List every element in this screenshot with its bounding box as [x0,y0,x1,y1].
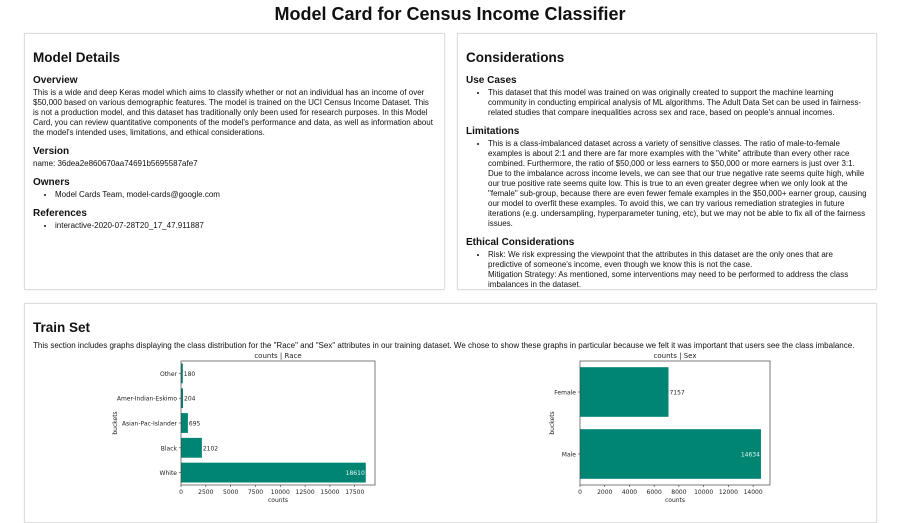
model-details-heading: Model Details [33,50,121,65]
version-heading: Version [33,146,70,157]
list-item: Model Cards Team, model-cards@google.com [55,190,436,200]
considerations-card: Considerations Use Cases This dataset th… [457,33,877,290]
ethical-heading: Ethical Considerations [466,237,575,248]
list-item: This is a class-imbalanced dataset acros… [488,139,868,229]
use-cases-heading: Use Cases [466,75,517,86]
references-heading: References [33,208,87,219]
owners-heading: Owners [33,177,70,188]
list-item: This dataset that this model was trained… [488,88,868,118]
considerations-heading: Considerations [466,50,565,65]
overview-text: This is a wide and deep Keras model whic… [33,88,433,137]
owners-list: Model Cards Team, model-cards@google.com [33,190,436,200]
ethical-list: Risk: We risk expressing the viewpoint t… [466,250,868,290]
train-set-heading: Train Set [33,320,91,335]
list-item: Risk: We risk expressing the viewpoint t… [488,250,868,290]
ethical-mitigation: Mitigation Strategy: As mentioned, some … [488,270,849,289]
version-text: name: 36dea2e860670aa74691b5695587afe7 [33,159,198,168]
ethical-risk: Risk: We risk expressing the viewpoint t… [488,250,833,269]
list-item: interactive-2020-07-28T20_17_47.911887 [55,221,436,231]
use-cases-list: This dataset that this model was trained… [466,88,868,118]
limitations-list: This is a class-imbalanced dataset acros… [466,139,868,229]
limitations-heading: Limitations [466,126,520,137]
train-set-card: Train Set This section includes graphs d… [24,303,877,523]
train-set-description: This section includes graphs displaying … [33,341,855,350]
references-list: interactive-2020-07-28T20_17_47.911887 [33,221,436,231]
page-title: Model Card for Census Income Classifier [274,4,626,24]
model-details-card: Model Details Overview This is a wide an… [24,33,445,290]
overview-heading: Overview [33,75,78,86]
